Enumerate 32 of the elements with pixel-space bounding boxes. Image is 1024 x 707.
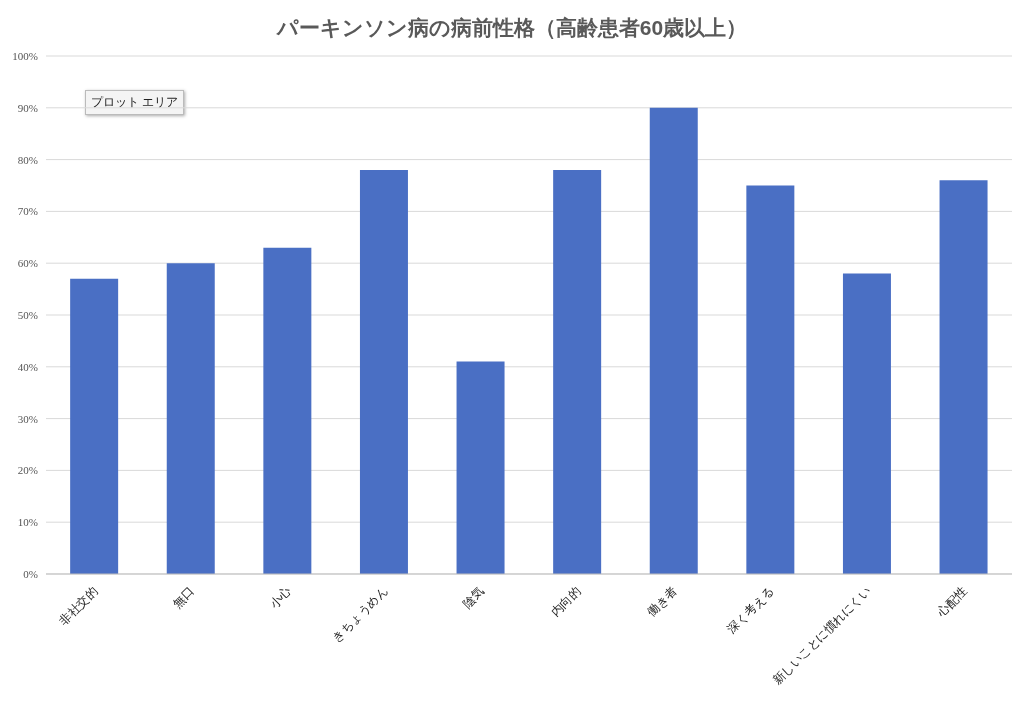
bar	[166, 263, 215, 574]
y-tick-label: 10%	[17, 516, 38, 529]
x-tick-label: 小心	[266, 584, 294, 612]
x-tick-label: 心配性	[933, 584, 970, 621]
y-tick-label: 40%	[17, 360, 38, 373]
bar	[456, 361, 505, 574]
bar	[649, 107, 698, 574]
bar	[70, 278, 119, 574]
bar	[263, 247, 312, 574]
x-tick-label: 非社交的	[56, 584, 101, 629]
bar	[746, 185, 795, 574]
x-tick-label: 内向的	[548, 584, 584, 620]
y-tick-label: 100%	[12, 49, 38, 62]
x-tick-label: 無口	[170, 584, 198, 612]
y-tick-label: 0%	[23, 567, 38, 580]
bar	[939, 180, 988, 574]
x-tick-label: きちょうめん	[329, 584, 391, 646]
y-tick-label: 90%	[17, 101, 38, 114]
y-tick-label: 60%	[17, 257, 38, 270]
x-tick-label: 陰気	[459, 584, 487, 612]
y-tick-label: 70%	[17, 205, 38, 218]
chart-title: パーキンソン病の病前性格（高齢患者60歳以上）	[275, 15, 749, 41]
x-tick-label: 働き者	[644, 584, 681, 620]
x-tick-label: 深く考える	[724, 584, 777, 637]
bar	[842, 273, 891, 574]
y-tick-label: 30%	[17, 412, 38, 425]
y-tick-label: 50%	[17, 308, 38, 321]
annotation: プロット エリア	[85, 90, 185, 115]
y-tick-label: 20%	[17, 464, 38, 477]
bar	[359, 169, 408, 574]
y-tick-label: 80%	[17, 153, 38, 166]
bar	[553, 169, 602, 574]
